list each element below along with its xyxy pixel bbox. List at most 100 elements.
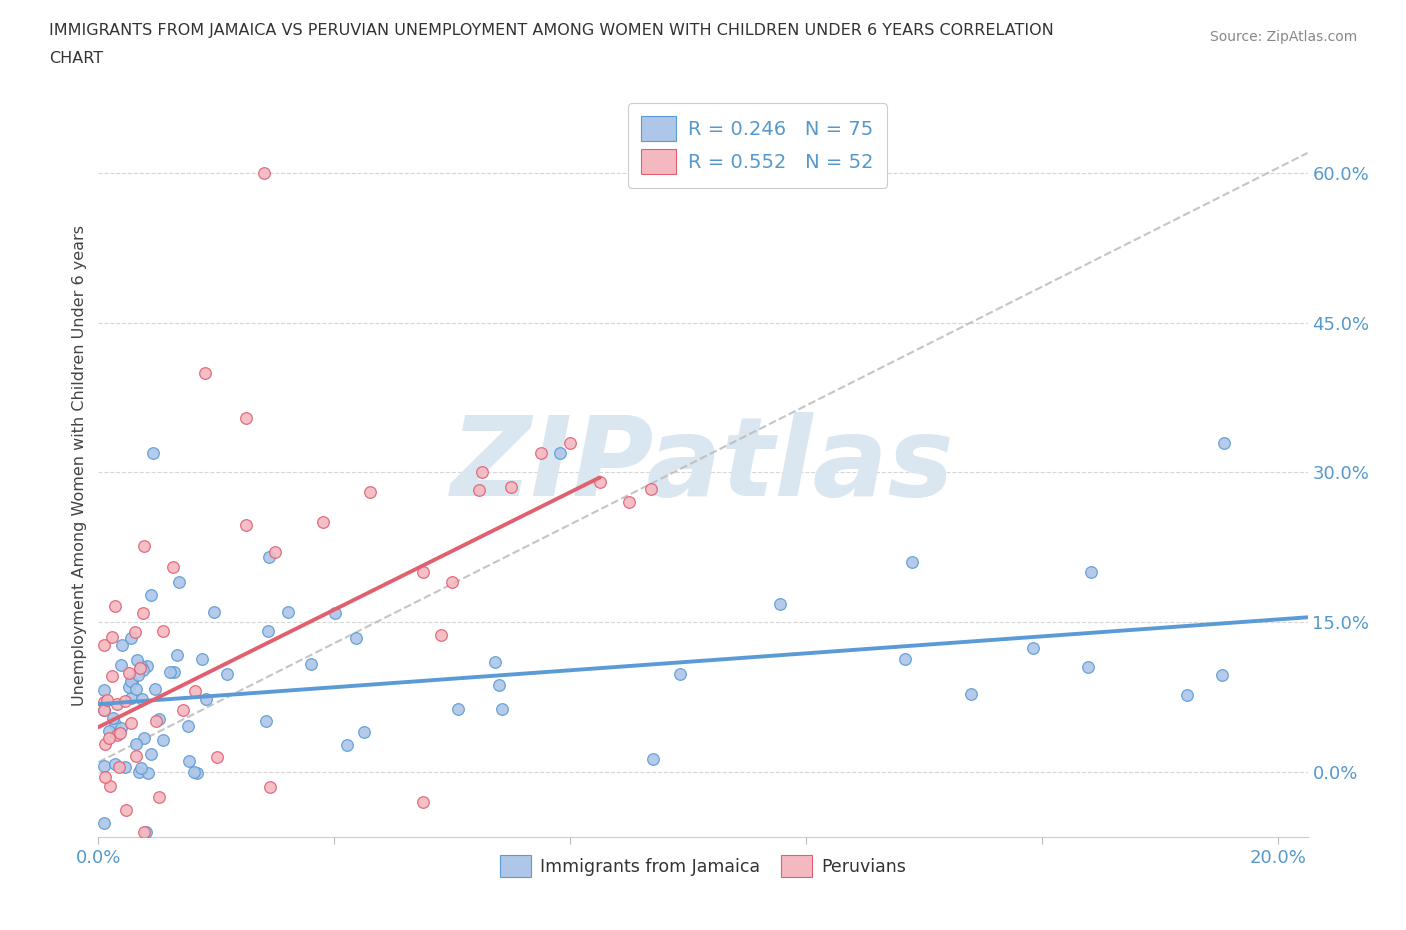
Point [159,665,181,680]
Point [344,631,367,645]
Point [114,694,136,709]
Point [132,605,155,620]
Point [172,703,194,718]
Point [105,697,128,711]
Point [191,651,214,666]
Point [120,716,142,731]
Point [93,758,115,773]
Point [167,575,190,590]
Point [129,659,152,674]
Text: CHART: CHART [49,51,103,66]
Point [501,480,523,495]
Point [139,747,162,762]
Point [468,483,491,498]
Point [484,655,506,670]
Point [177,719,200,734]
Point [111,638,134,653]
Point [127,652,149,667]
Point [93,816,115,830]
Point [125,682,148,697]
Point [97,724,120,738]
Point [135,825,157,840]
Text: IMMIGRANTS FROM JAMAICA VS PERUVIAN UNEMPLOYMENT AMONG WOMEN WITH CHILDREN UNDER: IMMIGRANTS FROM JAMAICA VS PERUVIAN UNEM… [49,23,1054,38]
Point [194,365,217,380]
Point [259,779,281,794]
Point [264,545,287,560]
Point [94,770,117,785]
Point [136,658,159,673]
Point [959,686,981,701]
Point [893,652,915,667]
Point [548,445,571,460]
Point [1211,668,1233,683]
Point [114,760,136,775]
Point [120,691,142,706]
Point [152,623,174,638]
Point [152,733,174,748]
Point [353,724,375,739]
Point [1077,659,1099,674]
Point [1213,435,1236,450]
Point [94,737,117,751]
Point [125,749,148,764]
Legend: Immigrants from Jamaica, Peruvians: Immigrants from Jamaica, Peruvians [494,848,912,884]
Point [163,665,186,680]
Point [145,714,167,729]
Point [202,604,225,619]
Point [96,692,118,707]
Point [98,778,121,793]
Point [1080,565,1102,579]
Point [643,751,665,766]
Point [127,668,149,683]
Point [162,560,184,575]
Point [235,518,257,533]
Point [1175,687,1198,702]
Point [560,435,582,450]
Point [131,692,153,707]
Point [311,515,333,530]
Point [134,730,156,745]
Point [107,728,129,743]
Point [120,631,142,646]
Point [430,628,453,643]
Point [471,465,494,480]
Point [121,675,143,690]
Point [104,716,127,731]
Point [120,673,142,688]
Point [132,825,155,840]
Point [148,790,170,804]
Point [128,765,150,780]
Point [136,765,159,780]
Point [254,714,277,729]
Point [104,756,127,771]
Point [110,721,132,736]
Point [336,737,359,752]
Point [132,662,155,677]
Point [93,703,115,718]
Point [186,766,208,781]
Point [179,753,201,768]
Point [139,588,162,603]
Point [93,695,115,710]
Text: ZIPatlas: ZIPatlas [451,411,955,519]
Point [488,678,510,693]
Point [93,702,115,717]
Point [125,737,148,751]
Point [447,702,470,717]
Point [257,623,280,638]
Point [359,485,381,500]
Point [101,630,124,644]
Point [118,666,141,681]
Point [129,660,152,675]
Y-axis label: Unemployment Among Women with Children Under 6 years: Unemployment Among Women with Children U… [72,224,87,706]
Point [101,711,124,725]
Point [194,692,217,707]
Point [183,764,205,779]
Point [769,597,792,612]
Point [277,604,299,619]
Point [132,538,155,553]
Point [98,730,121,745]
Point [93,638,115,653]
Point [640,482,662,497]
Point [108,760,131,775]
